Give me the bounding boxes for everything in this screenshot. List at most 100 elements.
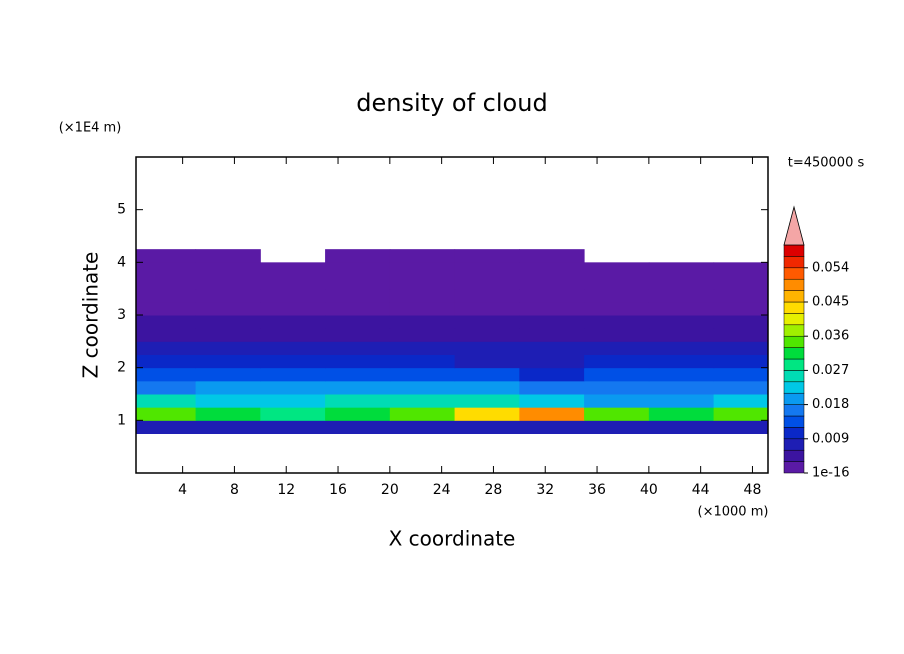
x-tick-label: 36 (588, 482, 606, 498)
contour-cell (195, 275, 261, 290)
contour-cell (136, 249, 197, 263)
contour-cell (454, 262, 520, 276)
colorbar-box (783, 244, 805, 257)
contour-cell (713, 341, 768, 355)
x-tick-label: 8 (230, 482, 239, 498)
contour-cell (648, 354, 715, 369)
contour-cell (389, 328, 456, 342)
colorbar-tick-label: 0.027 (812, 363, 849, 378)
contour-cell (389, 301, 456, 316)
chart-title: density of cloud (356, 89, 547, 117)
contour-cell (325, 275, 391, 290)
contour-cell (260, 301, 326, 316)
colorbar-box (783, 278, 805, 291)
contour-cell (519, 380, 585, 395)
colorbar-tick-label: 0.009 (812, 431, 849, 446)
contour-cell (519, 394, 585, 408)
colorbar-box (783, 381, 805, 394)
contour-cell (389, 275, 456, 290)
contour-cell (195, 262, 261, 276)
x-tick-label: 44 (692, 482, 710, 498)
contour-cell (389, 407, 456, 421)
contour-cell (195, 354, 261, 369)
colorbar-tick-label: 0.018 (812, 397, 849, 412)
colorbar-box (783, 404, 805, 417)
contour-cell (454, 288, 520, 303)
contour-cell (136, 354, 197, 369)
contour-cell (648, 288, 715, 303)
contour-cell (584, 407, 650, 421)
contour-cell (325, 420, 391, 434)
contour-cell (584, 328, 650, 342)
contour-cell (136, 315, 197, 329)
contour-cell (648, 380, 715, 395)
contour-cell (584, 367, 650, 382)
contour-cell (713, 354, 768, 369)
contour-cell (389, 315, 456, 329)
contour-cell (325, 288, 391, 303)
contour-cell (454, 367, 520, 382)
colorbar-box (783, 358, 805, 371)
contour-cell (648, 420, 715, 434)
x-tick-label: 40 (640, 482, 658, 498)
contour-field (136, 249, 768, 434)
contour-cell (260, 341, 326, 355)
contour-cell (136, 420, 197, 434)
contour-cell (584, 315, 650, 329)
contour-cell (713, 367, 768, 382)
contour-cell (195, 394, 261, 408)
contour-cell (519, 288, 585, 303)
contour-cell (195, 288, 261, 303)
contour-cell (454, 315, 520, 329)
contour-cell (325, 328, 391, 342)
contour-cell (260, 262, 326, 276)
contour-cell (325, 380, 391, 395)
contour-cell (648, 407, 715, 421)
colorbar-box (783, 267, 805, 280)
contour-cell (648, 394, 715, 408)
contour-cell (713, 420, 768, 434)
x-axis-label: X coordinate (389, 527, 516, 551)
contour-cell (584, 341, 650, 355)
contour-cell (519, 249, 585, 263)
contour-cell (195, 407, 261, 421)
contour-cell (519, 315, 585, 329)
contour-cell (325, 407, 391, 421)
contour-cell (454, 301, 520, 316)
contour-cell (260, 288, 326, 303)
contour-cell (195, 249, 261, 263)
contour-cell (713, 301, 768, 316)
contour-cell (648, 328, 715, 342)
contour-cell (454, 420, 520, 434)
contour-cell (389, 249, 456, 263)
contour-cell (454, 328, 520, 342)
contour-cell (713, 380, 768, 395)
contour-cell (584, 380, 650, 395)
contour-cell (389, 354, 456, 369)
contour-cell (713, 315, 768, 329)
contour-cell (519, 328, 585, 342)
contour-cell (325, 367, 391, 382)
contour-cell (325, 394, 391, 408)
contour-cell (648, 301, 715, 316)
contour-cell (519, 341, 585, 355)
x-tick-label: 24 (433, 482, 451, 498)
contour-cell (325, 341, 391, 355)
contour-cell (325, 262, 391, 276)
contour-cell (519, 275, 585, 290)
contour-cell (136, 407, 197, 421)
x-tick-label: 28 (485, 482, 503, 498)
contour-cell (454, 380, 520, 395)
contour-cell (389, 262, 456, 276)
colorbar-box (783, 335, 805, 348)
contour-cell (648, 275, 715, 290)
contour-cell (195, 420, 261, 434)
y-tick-label: 3 (117, 307, 126, 323)
contour-cell (519, 354, 585, 369)
colorbar-tick-label: 0.054 (812, 260, 849, 275)
contour-cell (325, 354, 391, 369)
colorbar-box (783, 370, 805, 383)
contour-cell (519, 367, 585, 382)
x-tick-label: 12 (277, 482, 295, 498)
y-tick-label: 2 (117, 360, 126, 376)
